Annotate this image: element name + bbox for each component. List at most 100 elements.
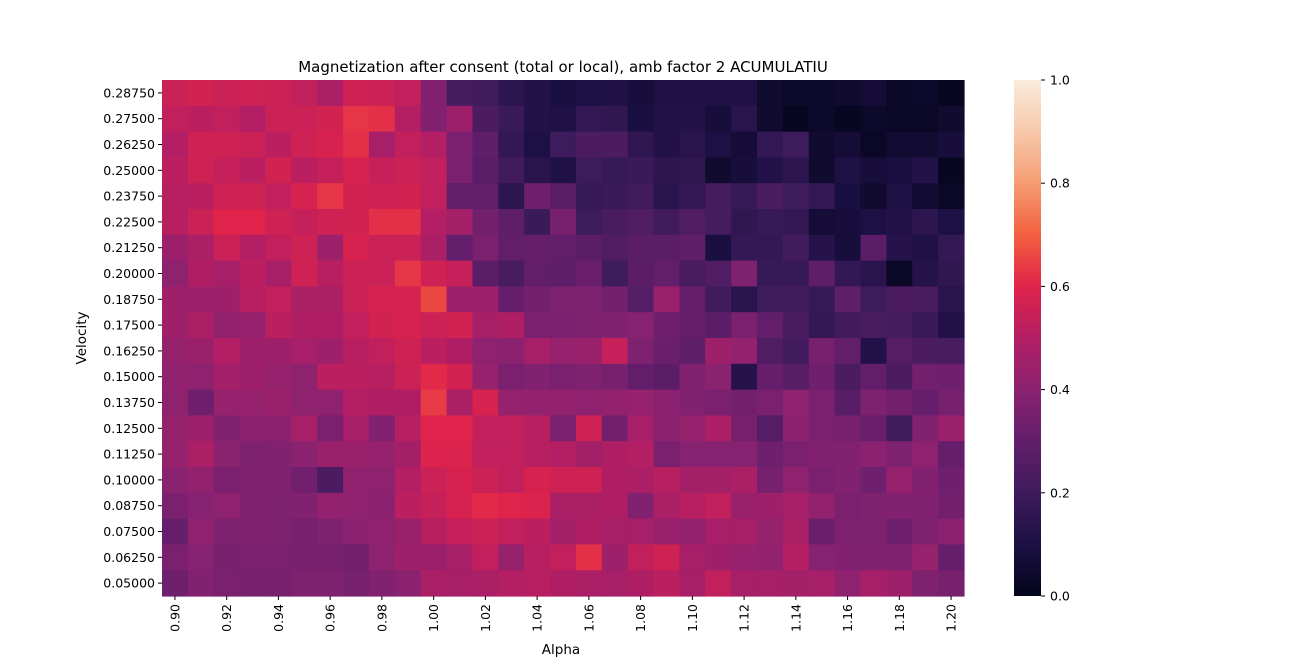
heatmap-cell <box>472 131 499 158</box>
heatmap-cell <box>653 209 681 236</box>
heatmap-cell <box>317 415 344 442</box>
heatmap-cell <box>187 183 215 210</box>
heatmap-cell <box>653 544 681 571</box>
heatmap-cell <box>731 157 758 184</box>
heatmap-cell <box>420 312 448 339</box>
heatmap-cell <box>627 363 655 391</box>
heatmap-cell <box>575 518 603 545</box>
heatmap-cell <box>550 183 577 210</box>
heatmap-cell <box>187 157 215 184</box>
heatmap-cell <box>860 183 887 210</box>
colorbar-tick-label: 1.0 <box>1050 73 1070 88</box>
heatmap-cell <box>446 286 474 313</box>
heatmap-cell <box>162 131 189 158</box>
heatmap-cell <box>368 544 396 571</box>
heatmap-cell <box>653 338 681 365</box>
heatmap-cell <box>808 131 836 158</box>
heatmap-cell <box>705 286 732 313</box>
heatmap-cell <box>239 363 267 391</box>
heatmap-cell <box>162 467 189 494</box>
heatmap-cell <box>524 570 551 597</box>
heatmap-cell <box>912 570 939 597</box>
heatmap-cell <box>575 260 603 287</box>
heatmap-cell <box>239 338 267 365</box>
heatmap-cell <box>446 234 474 262</box>
heatmap-cell <box>731 389 758 416</box>
heatmap-cell <box>368 518 396 545</box>
heatmap-cell <box>291 415 318 442</box>
heatmap-cell <box>420 260 448 287</box>
heatmap-cell <box>938 389 965 416</box>
heatmap-cell <box>213 183 241 210</box>
heatmap-cell <box>575 131 603 158</box>
heatmap-cell <box>446 467 474 494</box>
heatmap-cell <box>731 441 758 468</box>
heatmap-cell <box>498 389 525 416</box>
heatmap-cell <box>213 209 241 236</box>
heatmap-cell <box>265 312 292 339</box>
heatmap-cell <box>162 338 189 365</box>
y-tick-label: 0.10000 <box>103 472 155 487</box>
x-tick-label: 1.10 <box>685 604 700 632</box>
heatmap-cell <box>757 105 784 133</box>
heatmap-cell <box>291 260 318 287</box>
heatmap-cell <box>601 363 629 391</box>
y-tick-label: 0.25000 <box>103 163 155 178</box>
heatmap-cell <box>705 209 732 236</box>
heatmap-cell <box>239 157 267 184</box>
heatmap-cell <box>705 570 732 597</box>
heatmap-cell <box>860 338 887 365</box>
heatmap-cell <box>679 518 706 545</box>
heatmap-cell <box>343 389 370 416</box>
heatmap-cell <box>550 363 577 391</box>
heatmap-cell <box>343 570 370 597</box>
heatmap-cell <box>938 441 965 468</box>
heatmap-cell <box>420 183 448 210</box>
heatmap-cell <box>239 260 267 287</box>
heatmap-cell <box>498 544 525 571</box>
heatmap-cell <box>472 209 499 236</box>
heatmap-cell <box>705 467 732 494</box>
heatmap-cell <box>420 492 448 520</box>
x-tick-label: 1.00 <box>426 604 441 632</box>
y-tick-label: 0.07500 <box>103 524 155 539</box>
heatmap-cell <box>679 157 706 184</box>
x-tick-label: 0.94 <box>271 604 286 632</box>
heatmap-cell <box>653 131 681 158</box>
heatmap-cell <box>782 209 810 236</box>
heatmap-cell <box>679 312 706 339</box>
heatmap-cell <box>808 570 836 597</box>
heatmap-cell <box>886 260 913 287</box>
heatmap-cell <box>162 286 189 313</box>
heatmap-cell <box>601 260 629 287</box>
heatmap-cell <box>886 518 913 545</box>
heatmap-cell <box>912 389 939 416</box>
heatmap-cell <box>420 415 448 442</box>
heatmap-cell <box>187 441 215 468</box>
heatmap-cell <box>912 105 939 133</box>
heatmap-cell <box>601 286 629 313</box>
heatmap-cell <box>187 570 215 597</box>
heatmap-cell <box>705 260 732 287</box>
heatmap-cell <box>705 131 732 158</box>
heatmap-cell <box>265 363 292 391</box>
heatmap-cell <box>575 415 603 442</box>
heatmap-cell <box>265 157 292 184</box>
heatmap-cell <box>938 286 965 313</box>
heatmap-cell <box>705 105 732 133</box>
heatmap-cell <box>938 518 965 545</box>
heatmap-cell <box>679 467 706 494</box>
heatmap-cell <box>472 105 499 133</box>
heatmap-cell <box>627 157 655 184</box>
heatmap-cell <box>368 183 396 210</box>
heatmap-cell <box>291 157 318 184</box>
heatmap-cell <box>653 441 681 468</box>
heatmap-cell <box>834 389 862 416</box>
heatmap-cell <box>938 105 965 133</box>
heatmap-cell <box>705 80 732 107</box>
heatmap-cell <box>679 260 706 287</box>
heatmap-cell <box>782 286 810 313</box>
heatmap-cell <box>317 363 344 391</box>
heatmap-cell <box>498 415 525 442</box>
heatmap-cell <box>550 312 577 339</box>
